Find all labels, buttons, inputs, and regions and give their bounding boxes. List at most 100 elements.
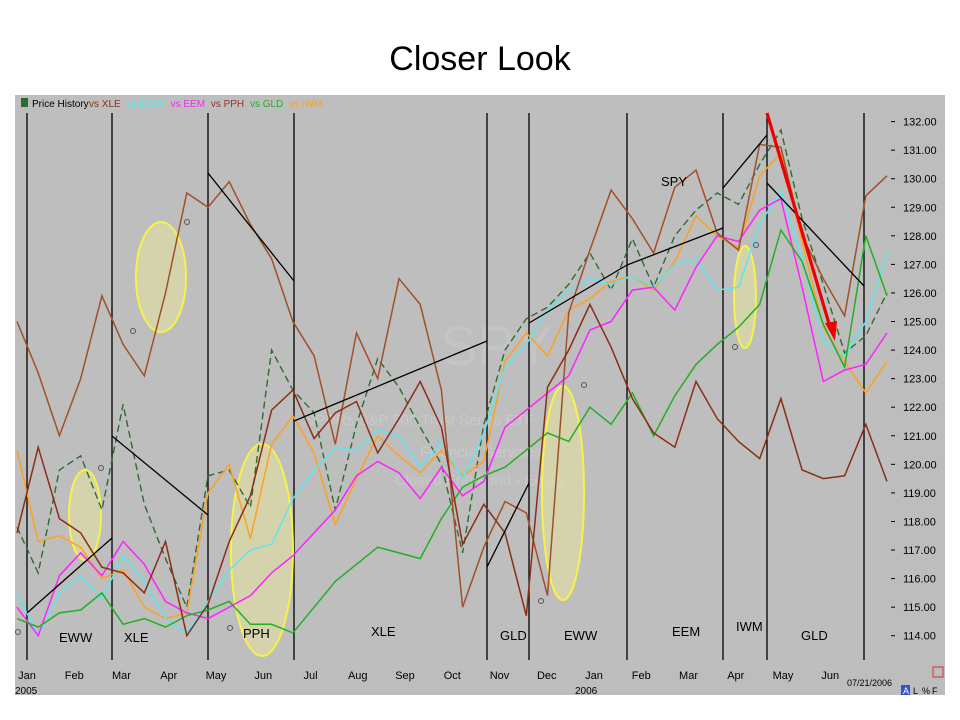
y-tick-label: 117.00 xyxy=(903,545,936,557)
x-tick-label: Dec xyxy=(537,670,557,682)
x-tick-label: May xyxy=(773,670,794,682)
trend-line xyxy=(26,537,113,614)
highlight-ellipse xyxy=(541,385,585,601)
legend: Price History vs XLE vs EWW vs EEM vs PP… xyxy=(21,98,322,110)
x-axis: Jan Feb Mar Apr May Jun Jul Aug Sep Oct Nov Dec Jan F… xyxy=(18,670,839,682)
x-tick-label: Feb xyxy=(632,670,651,682)
corner-controls: A L % F xyxy=(901,666,944,695)
corner-a-box[interactable] xyxy=(901,685,910,695)
slide-title: Closer Look xyxy=(389,40,571,78)
x-tick-label: Sep xyxy=(395,670,415,682)
corner-l[interactable]: L xyxy=(913,686,918,695)
y-tick-label: 121.00 xyxy=(903,431,937,443)
corner-box xyxy=(932,666,944,678)
trend-line xyxy=(207,172,295,282)
trend-lines xyxy=(26,134,865,614)
x-tick-label: Jul xyxy=(303,670,317,682)
legend-item-pph: vs PPH xyxy=(211,99,244,110)
x-tick-label: Nov xyxy=(490,670,510,682)
highlight-ellipse xyxy=(733,245,757,349)
annotations: EWW XLE PPH XLE GLD EWW EEM IWM GLD SPY xyxy=(59,174,828,645)
legend-item-eww: vs EWW xyxy=(126,99,165,110)
annotation-label: GLD xyxy=(500,628,527,643)
trend-line xyxy=(293,340,488,422)
marker xyxy=(15,629,21,635)
year-label-2005: 2005 xyxy=(15,686,38,695)
marker xyxy=(130,328,136,334)
marker xyxy=(227,625,233,631)
date-label: 07/21/2006 xyxy=(847,678,892,688)
corner-pct[interactable]: % xyxy=(922,686,930,695)
y-tick-label: 132.00 xyxy=(903,117,937,129)
year-label-2006: 2006 xyxy=(575,686,598,695)
y-tick-label: 130.00 xyxy=(903,174,937,186)
x-tick-label: Apr xyxy=(160,670,177,682)
annotation-label: EWW xyxy=(564,628,598,643)
plot-area xyxy=(15,95,891,670)
y-tick-label: 125.00 xyxy=(903,317,937,329)
markers xyxy=(15,219,759,635)
legend-item-gld: vs GLD xyxy=(250,99,283,110)
marker xyxy=(98,465,104,471)
annotation-label: SPY xyxy=(661,174,687,189)
y-tick-label: 123.00 xyxy=(903,374,937,386)
highlight-ellipse xyxy=(135,221,187,333)
legend-item-eem: vs EEM xyxy=(171,99,205,110)
corner-a[interactable]: A xyxy=(903,686,909,695)
y-tick-label: 118.00 xyxy=(903,516,936,528)
annotation-label: EEM xyxy=(672,624,700,639)
x-tick-label: Jun xyxy=(821,670,839,682)
series-line-xle xyxy=(16,143,888,608)
y-tick-label: 115.00 xyxy=(903,602,936,614)
red-arrow-head xyxy=(825,321,837,341)
x-tick-label: Jun xyxy=(254,670,272,682)
price-history-chart: SPY SPDRs S&P 500 Trust Series ETF Finan… xyxy=(15,95,945,695)
y-tick-label: 128.00 xyxy=(903,231,937,243)
legend-swatch xyxy=(21,98,28,107)
y-tick-label: 129.00 xyxy=(903,202,937,214)
annotation-label: GLD xyxy=(801,628,828,643)
legend-series-labels: vs XLE vs EWW vs EEM vs PPH vs GLD vs IW… xyxy=(89,99,322,110)
legend-item-xle: vs XLE xyxy=(89,99,121,110)
x-tick-label: Oct xyxy=(444,670,461,682)
annotation-label: XLE xyxy=(371,624,396,639)
watermark-fund-type: Closed End Fund - Equity xyxy=(395,472,566,489)
red-arrow-shaft xyxy=(765,112,832,328)
marker xyxy=(581,382,587,388)
y-axis: 132.00 131.00 130.00 129.00 128.00 127.00 126.… xyxy=(891,117,937,643)
x-tick-label: Feb xyxy=(65,670,84,682)
period-lines xyxy=(26,113,865,660)
corner-f[interactable]: F xyxy=(932,686,938,695)
watermark-ticker: SPY xyxy=(440,314,552,377)
trend-line xyxy=(766,182,865,287)
marker xyxy=(732,344,738,350)
series-line-eww xyxy=(16,188,888,638)
y-tick-label: 126.00 xyxy=(903,288,937,300)
highlight-ellipse xyxy=(230,443,294,657)
annotation-label: XLE xyxy=(124,630,149,645)
marker xyxy=(538,598,544,604)
legend-price-history: Price History xyxy=(32,99,89,110)
annotation-label: PPH xyxy=(243,626,270,641)
x-tick-label: Aug xyxy=(348,670,368,682)
series-layer xyxy=(16,128,888,638)
annotation-label: EWW xyxy=(59,630,93,645)
marker xyxy=(184,219,190,225)
y-tick-label: 120.00 xyxy=(903,459,937,471)
red-arrow xyxy=(765,112,837,341)
marker xyxy=(753,242,759,248)
y-tick-label: 119.00 xyxy=(903,488,936,500)
x-tick-label: Mar xyxy=(112,670,131,682)
trend-line xyxy=(486,482,530,568)
y-tick-label: 131.00 xyxy=(903,145,937,157)
x-tick-label: Mar xyxy=(679,670,698,682)
trend-line xyxy=(626,227,724,266)
y-tick-label: 116.00 xyxy=(903,574,936,586)
trend-line xyxy=(111,435,209,516)
legend-item-iwm: vs IWM xyxy=(289,99,322,110)
trend-line xyxy=(722,134,768,189)
series-line-pph xyxy=(16,302,888,638)
y-tick-label: 114.00 xyxy=(903,631,936,643)
annotation-label: IWM xyxy=(736,619,763,634)
x-tick-label: May xyxy=(206,670,227,682)
